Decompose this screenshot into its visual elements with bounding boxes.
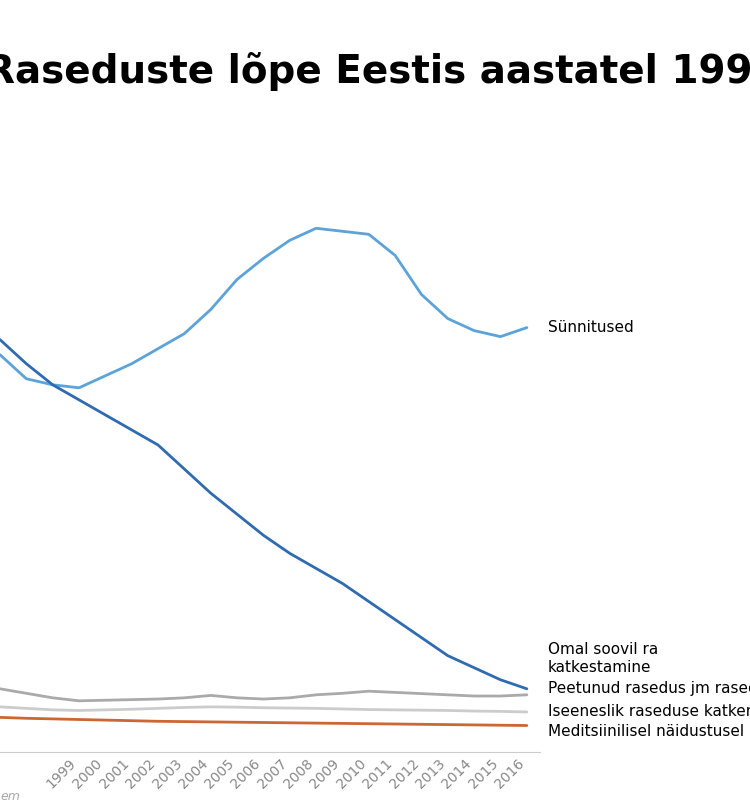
Text: Peetunud rasedus jm raseduse ka: Peetunud rasedus jm raseduse ka (548, 682, 750, 696)
Text: em: em (0, 790, 20, 800)
Text: Raseduste lõpe Eestis aastatel 1996: Raseduste lõpe Eestis aastatel 1996 (0, 52, 750, 91)
Text: Omal soovil ra
katkestamine: Omal soovil ra katkestamine (548, 642, 658, 675)
Text: Iseeneslik raseduse katkemine: Iseeneslik raseduse katkemine (548, 705, 750, 719)
Text: Meditsiinilisel näidustusel rasedu…: Meditsiinilisel näidustusel rasedu… (548, 724, 750, 739)
Text: Sünnitused: Sünnitused (548, 320, 634, 335)
